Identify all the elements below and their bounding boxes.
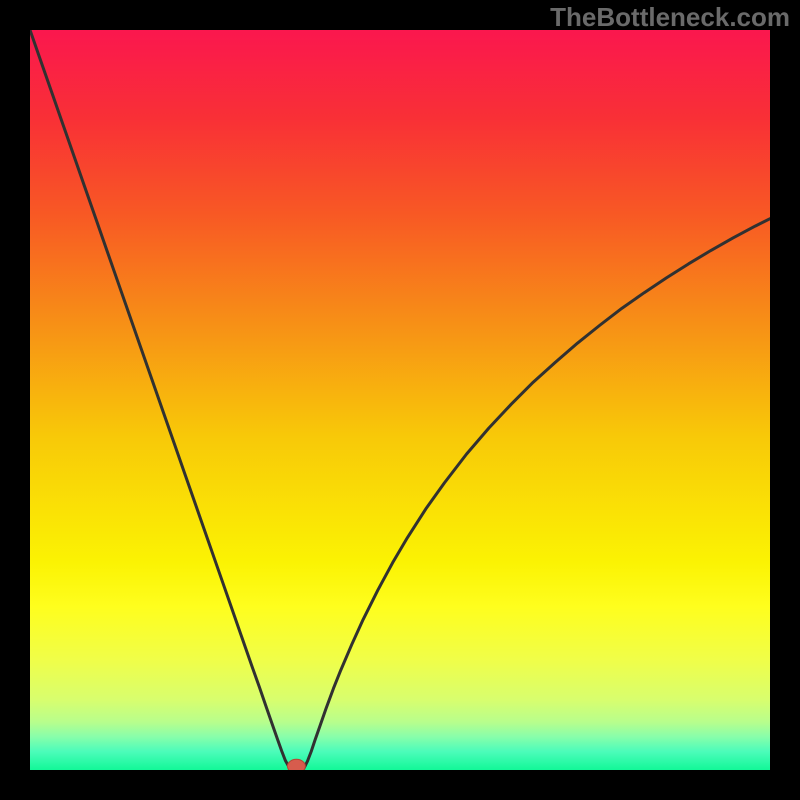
watermark-text: TheBottleneck.com	[550, 2, 790, 33]
bottleneck-curve-line	[30, 30, 770, 770]
bottleneck-curve-chart	[30, 30, 770, 770]
chart-plot-area	[30, 30, 770, 770]
minimum-marker	[287, 759, 305, 770]
